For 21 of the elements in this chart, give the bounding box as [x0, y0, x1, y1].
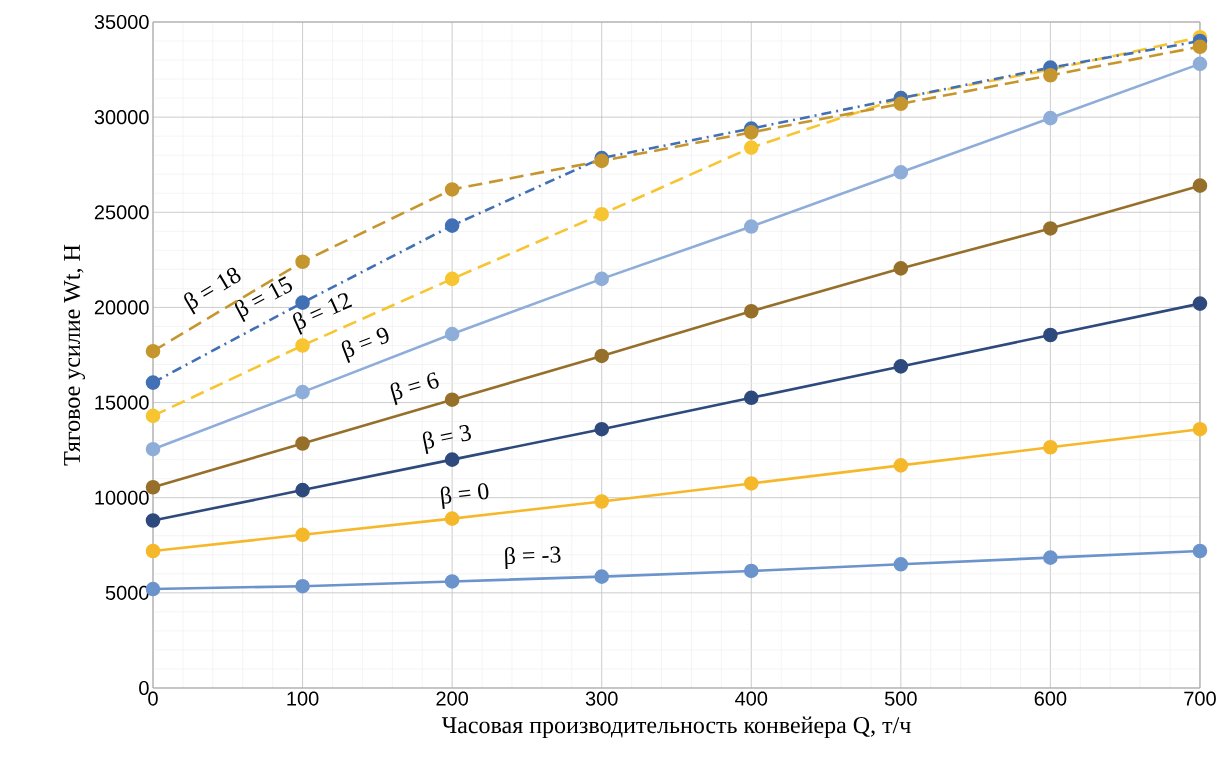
text: β = 3: [422, 424, 471, 455]
x-axis-title: Часовая производительность конвейера Q, т/ч: [441, 716, 911, 739]
y-tick-label: 0: [139, 680, 149, 696]
y-tick-label: 15000: [95, 395, 149, 410]
x-tick-label: 400: [735, 691, 768, 706]
y-tick-label: 10000: [95, 490, 149, 505]
x-tick-label: 300: [585, 691, 618, 706]
y-axis-title: Тяговое усилие Wt, Н: [64, 244, 85, 466]
y-tick-label: 25000: [94, 205, 149, 220]
text: β = 0: [440, 483, 489, 510]
y-tick-label: 30000: [94, 110, 149, 125]
series-label: β = -3: [505, 546, 561, 570]
x-tick-label: 700: [1184, 691, 1216, 706]
text: β = 6: [390, 372, 439, 406]
y-tick-label: 5000: [105, 585, 149, 600]
x-tick-label: 500: [884, 691, 917, 706]
y-tick-label: 20000: [94, 300, 149, 315]
y-tick-label: 35000: [94, 14, 149, 30]
x-tick-label: 100: [287, 691, 319, 706]
x-tick-label: 600: [1034, 691, 1067, 706]
x-tick-label: 200: [436, 691, 469, 706]
